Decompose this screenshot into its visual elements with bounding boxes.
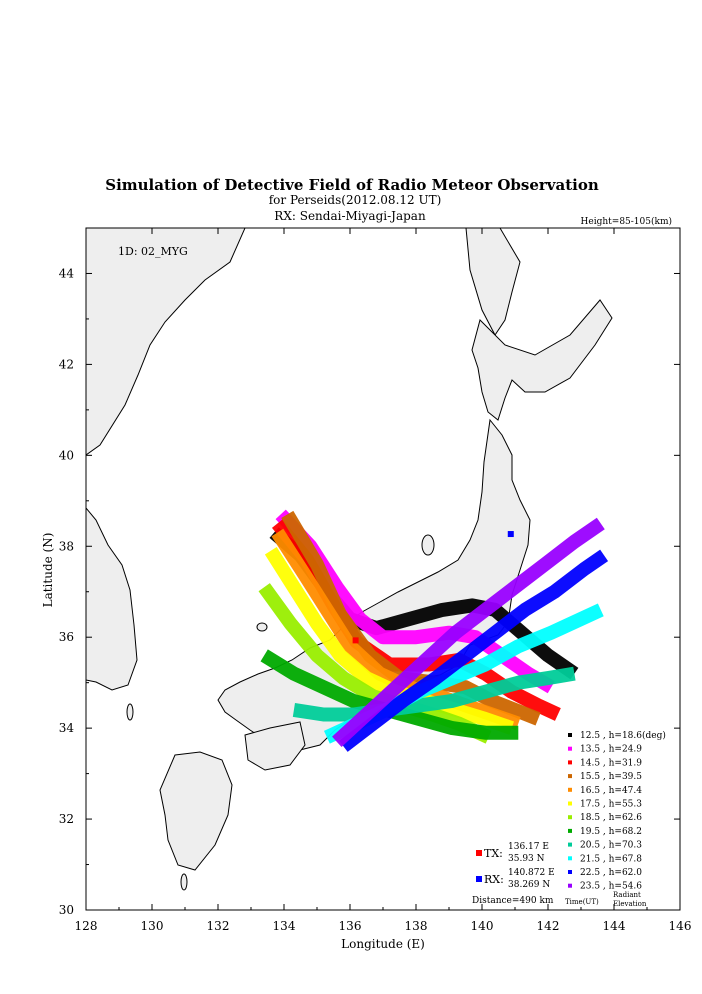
legend: 12.5 , h=18.6(deg) 13.5 , h=24.9 14.5 , h=… [568, 730, 666, 892]
x-tick-label-3: 134 [273, 919, 296, 933]
legend-entry-5: 17.5 , h=55.3 [580, 800, 642, 810]
swath-series-5 [264, 547, 514, 735]
legend-swatch-5 [568, 801, 572, 806]
chart-title: Simulation of Detective Field of Radio M… [105, 176, 599, 194]
legend-entry-7: 19.5 , h=68.2 [580, 827, 642, 837]
legend-swatch-1 [568, 746, 572, 751]
legend-entry-10: 22.5 , h=62.0 [580, 868, 642, 878]
sado-island [421, 534, 435, 556]
rx-marker [507, 531, 514, 538]
swath-series-8 [292, 666, 576, 722]
kyushu [159, 751, 233, 871]
x-tick-label-0: 128 [75, 919, 98, 933]
tx-legend-square [476, 850, 482, 856]
hokkaido [471, 299, 613, 421]
x-tick-label-9: 146 [669, 919, 692, 933]
x-tick-label-4: 136 [339, 919, 362, 933]
legend-entry-3: 15.5 , h=39.5 [580, 772, 642, 782]
legend-time-label: Time(UT) [565, 898, 599, 906]
distance-label: Distance=490 km [472, 896, 554, 906]
height-range-label: Height=85-105(km) [581, 216, 672, 227]
swath-series-11 [332, 517, 605, 747]
x-tick-label-7: 142 [537, 919, 560, 933]
legend-swatch-6 [568, 815, 572, 820]
legend-swatch-9 [568, 856, 572, 861]
legend-swatch-2 [568, 760, 572, 765]
rx-longitude: 140.872 E [508, 868, 555, 878]
legend-entry-1: 13.5 , h=24.9 [580, 745, 642, 755]
y-tick-label-5: 40 [59, 448, 74, 462]
x-axis-ticks: 128 130 132 134 136 138 140 142 144 146 [75, 228, 692, 933]
chart-subtitle-1: for Perseids(2012.08.12 UT) [269, 193, 442, 207]
sakhalin [465, 228, 521, 336]
y-tick-label-4: 38 [59, 539, 74, 553]
legend-entry-2: 14.5 , h=31.9 [580, 758, 642, 768]
x-tick-label-8: 144 [603, 919, 626, 933]
y-tick-label-2: 34 [59, 721, 75, 735]
y-tick-label-7: 44 [59, 266, 75, 280]
legend-swatch-3 [568, 774, 572, 779]
tsushima-island [126, 703, 134, 721]
legend-entry-9: 21.5 , h=67.8 [580, 854, 642, 864]
tanegashima [180, 873, 188, 891]
coastline-map [86, 228, 613, 891]
legend-swatch-11 [568, 883, 572, 888]
tx-longitude: 136.17 E [508, 842, 549, 852]
y-tick-label-6: 42 [59, 357, 74, 371]
legend-entry-8: 20.5 , h=70.3 [580, 841, 642, 851]
oki-island [256, 622, 268, 632]
detection-swaths [258, 509, 609, 752]
legend-swatch-4 [568, 787, 572, 792]
x-tick-label-5: 138 [405, 919, 428, 933]
swath-series-3 [281, 510, 541, 726]
legend-entry-4: 16.5 , h=47.4 [580, 786, 642, 796]
legend-swatch-0 [568, 733, 572, 737]
asia-mainland [86, 228, 246, 456]
rx-legend-square [476, 876, 482, 882]
y-tick-label-3: 36 [59, 630, 74, 644]
legend-elevation-label-1: Radiant [613, 891, 641, 899]
legend-elevation-label-2: Elevation [613, 900, 647, 908]
y-axis-ticks: 30 32 34 36 38 40 42 44 [59, 266, 680, 917]
rx-latitude: 38.269 N [508, 880, 550, 890]
legend-entry-0: 12.5 , h=18.6(deg) [580, 730, 666, 741]
y-tick-label-1: 32 [59, 812, 74, 826]
korean-peninsula [86, 507, 138, 691]
tx-marker [352, 637, 359, 644]
y-tick-label-0: 30 [59, 903, 74, 917]
tx-label: TX: [484, 847, 503, 860]
chart-subtitle-2: RX: Sendai-Miyagi-Japan [274, 209, 426, 223]
swath-series-10 [339, 549, 609, 752]
x-tick-label-6: 140 [471, 919, 494, 933]
x-tick-label-2: 132 [207, 919, 230, 933]
tx-latitude: 35.93 N [508, 854, 545, 864]
x-axis-label: Longitude (E) [341, 937, 425, 951]
y-axis-label: Latitude (N) [41, 533, 55, 608]
legend-swatch-8 [568, 842, 572, 847]
legend-swatch-7 [568, 828, 572, 833]
legend-entry-6: 18.5 , h=62.6 [580, 813, 642, 823]
legend-entry-11: 23.5 , h=54.6 [580, 882, 642, 892]
shikoku [244, 721, 306, 771]
legend-swatch-10 [568, 870, 572, 874]
station-id-label: 1D: 02_MYG [118, 245, 188, 258]
x-tick-label-1: 130 [141, 919, 164, 933]
rx-label: RX: [484, 873, 504, 886]
